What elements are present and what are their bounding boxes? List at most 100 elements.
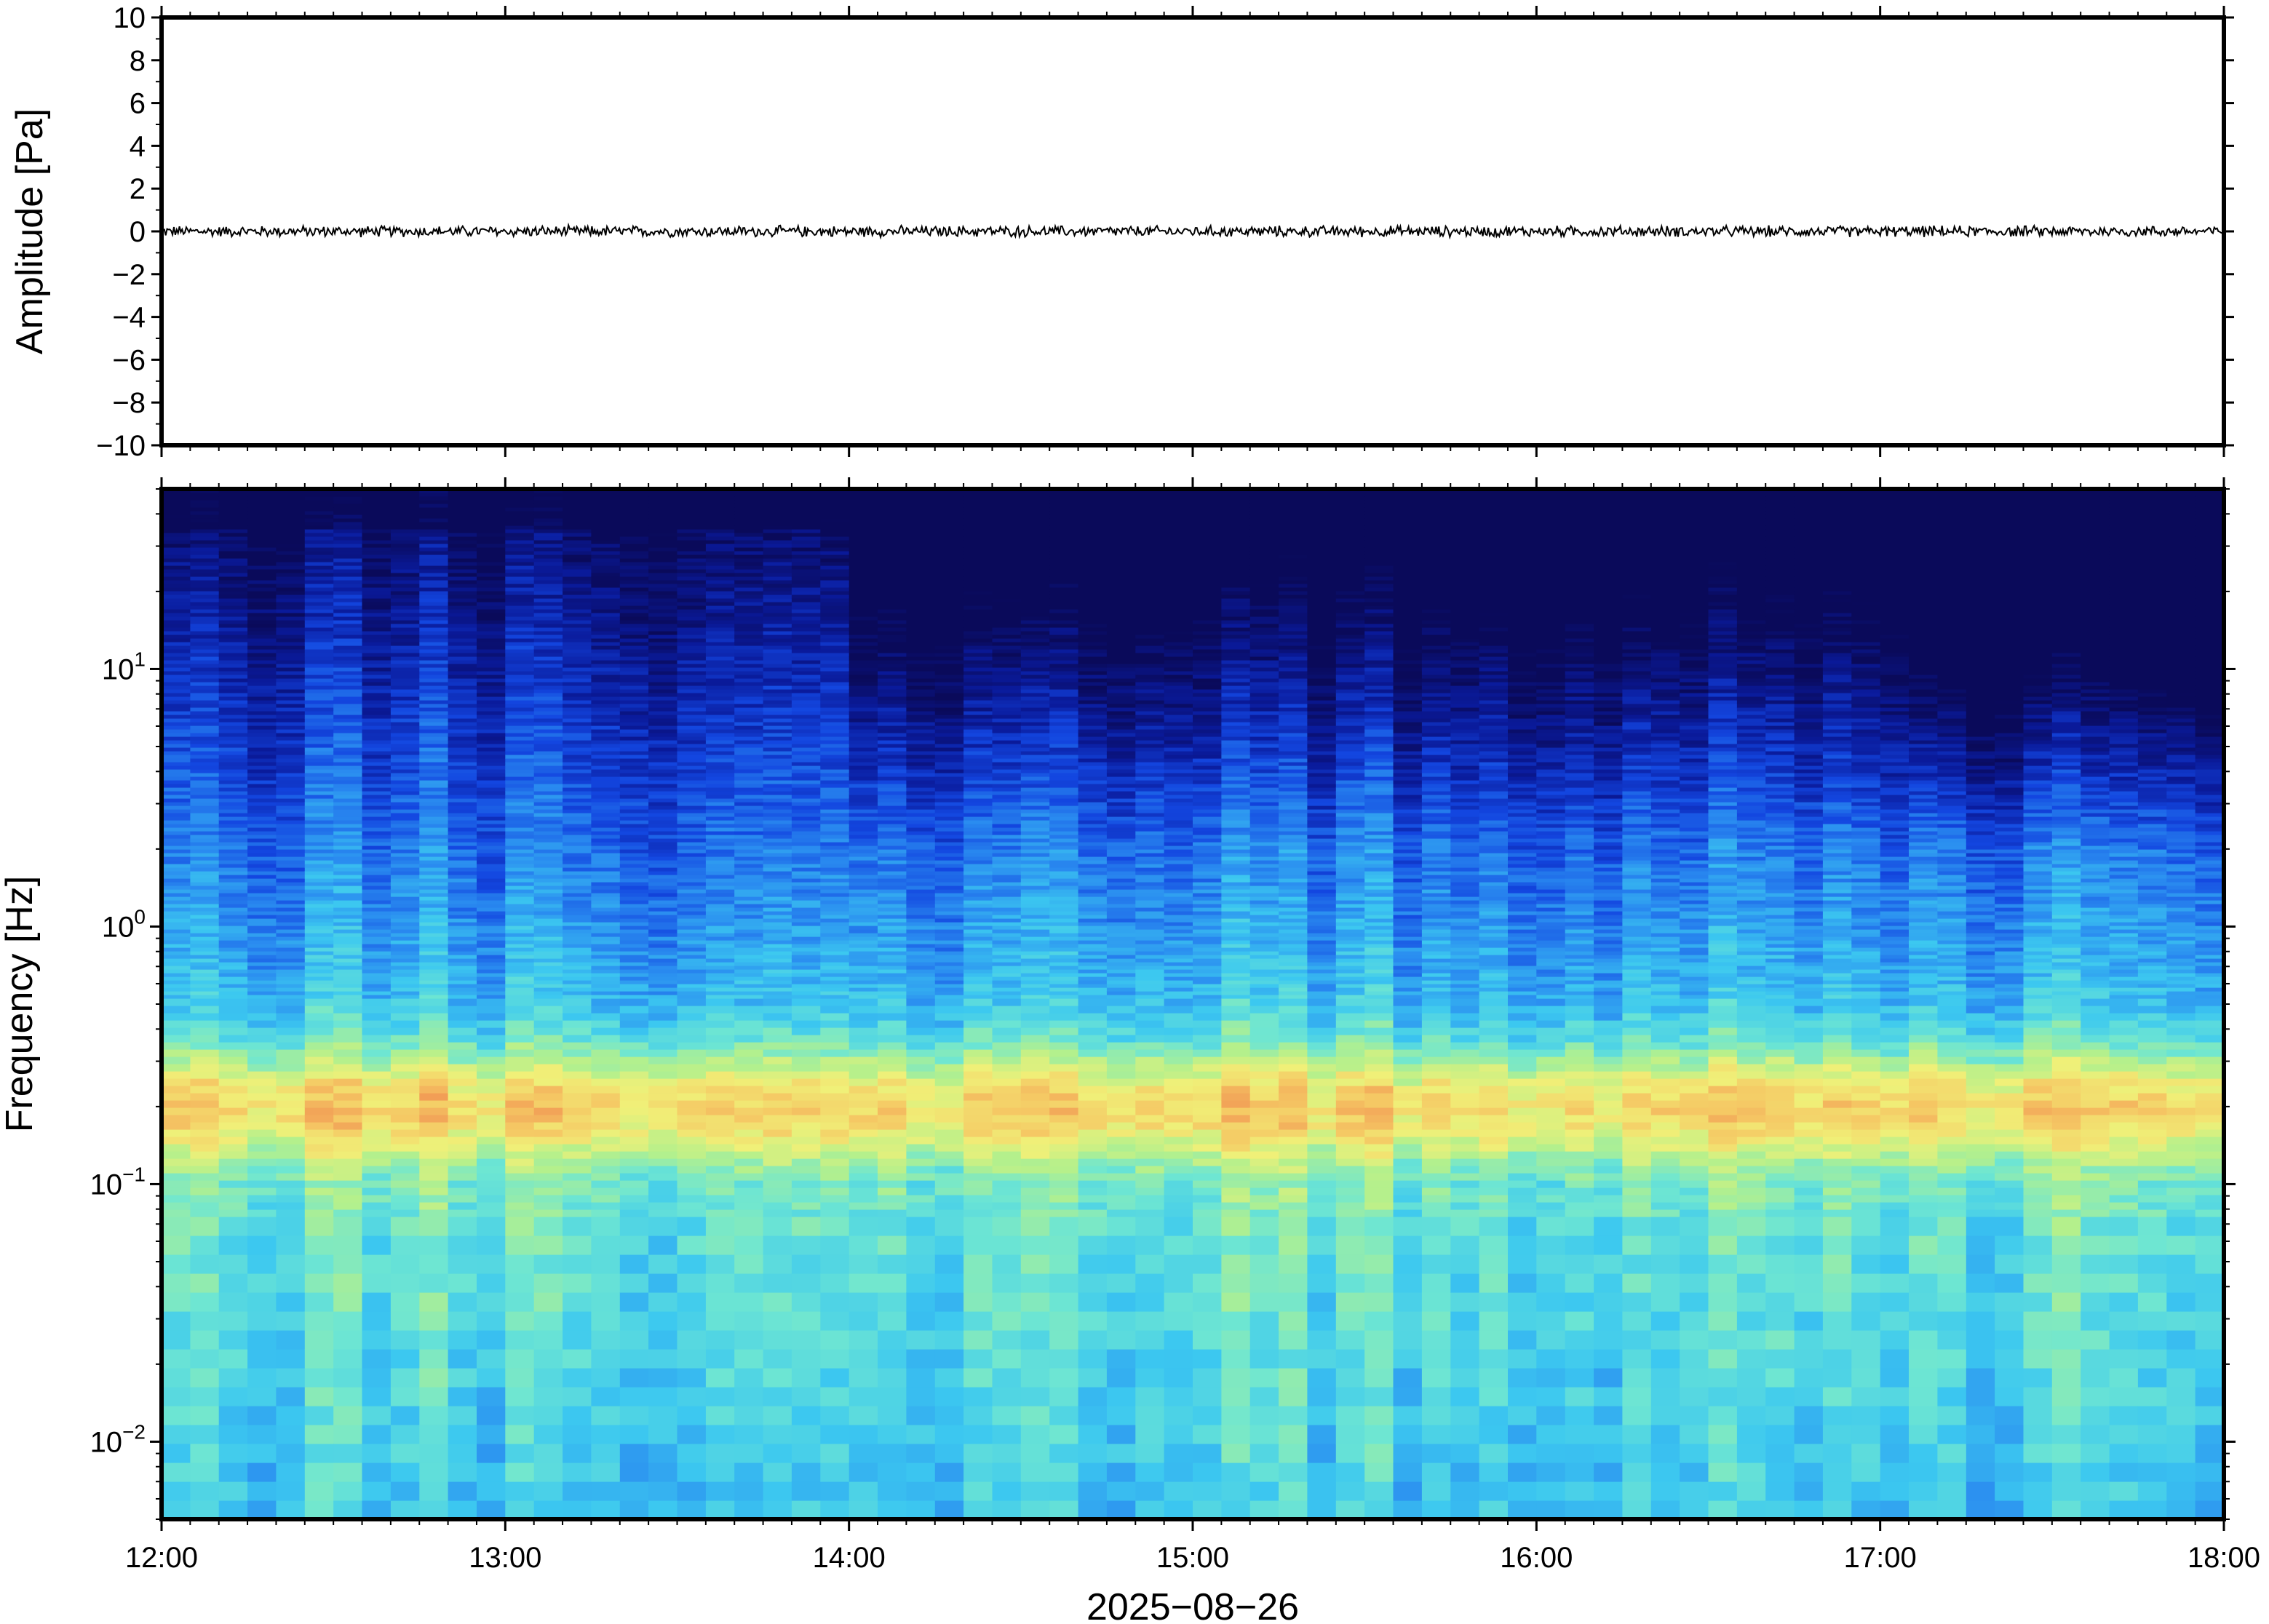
heatmap-cell [648, 700, 678, 704]
heatmap-cell [734, 951, 764, 955]
heatmap-cell [333, 1122, 363, 1130]
heatmap-cell [820, 1311, 850, 1331]
heatmap-cell [878, 642, 907, 646]
heatmap-cell [477, 554, 506, 559]
heatmap-cell [218, 813, 248, 817]
heatmap-cell [591, 660, 621, 664]
heatmap-cell [390, 984, 420, 988]
heatmap-cell [505, 573, 535, 577]
heatmap-cell [218, 1086, 248, 1094]
heatmap-cell [362, 722, 392, 726]
heatmap-cell [763, 562, 792, 566]
heatmap-cell [276, 973, 306, 977]
heatmap-cell [304, 809, 334, 813]
heatmap-cell [477, 1500, 506, 1520]
heatmap-cell [734, 962, 764, 966]
heatmap-cell [820, 554, 850, 559]
heatmap-cell [878, 722, 907, 726]
heatmap-cell [162, 576, 191, 581]
heatmap-cell [419, 795, 449, 799]
heatmap-cell [849, 864, 878, 868]
heatmap-cell [878, 634, 907, 639]
heatmap-cell [362, 649, 392, 653]
heatmap-cell [419, 987, 449, 992]
heatmap-cell [619, 631, 649, 635]
heatmap-cell [705, 682, 735, 686]
heatmap-cell [734, 736, 764, 741]
heatmap-cell [734, 605, 764, 610]
heatmap-cell [677, 536, 707, 541]
heatmap-cell [791, 838, 821, 843]
heatmap-cell [648, 747, 678, 752]
heatmap-cell [276, 1444, 306, 1463]
heatmap-cell [505, 845, 535, 850]
heatmap-cell [533, 725, 563, 730]
heatmap-cell [820, 533, 850, 537]
heatmap-cell [276, 587, 306, 592]
heatmap-cell [448, 514, 477, 519]
heatmap-cell [162, 991, 191, 995]
heatmap-cell [763, 598, 792, 602]
heatmap-cell [705, 718, 735, 723]
heatmap-cell [505, 907, 535, 912]
heatmap-cell [878, 929, 907, 934]
heatmap-cell [734, 529, 764, 533]
heatmap-cell [849, 1444, 878, 1463]
heatmap-cell [190, 558, 220, 562]
heatmap-cell [390, 1006, 420, 1014]
heatmap-cell [648, 678, 678, 682]
heatmap-cell [218, 627, 248, 632]
heatmap-cell [677, 1006, 707, 1014]
heatmap-cell [448, 1173, 477, 1181]
heatmap-cell [477, 1349, 506, 1369]
heatmap-cell [533, 1235, 563, 1255]
heatmap-cell [791, 802, 821, 806]
heatmap-cell [533, 802, 563, 806]
heatmap-cell [705, 580, 735, 584]
heatmap-cell [677, 958, 707, 963]
heatmap-cell [619, 900, 649, 904]
heatmap-cell [448, 1100, 477, 1108]
heatmap-cell [190, 966, 220, 970]
heatmap-cell [563, 849, 592, 853]
heatmap-cell [648, 565, 678, 570]
heatmap-cell [162, 755, 191, 759]
heatmap-cell [849, 511, 878, 515]
heatmap-cell [763, 1078, 792, 1086]
heatmap-cell [390, 1129, 420, 1137]
heatmap-cell [276, 922, 306, 926]
heatmap-cell [162, 915, 191, 919]
heatmap-cell [162, 776, 191, 781]
heatmap-cell [648, 962, 678, 966]
heatmap-cell [419, 507, 449, 512]
heatmap-cell [619, 678, 649, 682]
heatmap-cell [763, 900, 792, 904]
heatmap-cell [820, 631, 850, 635]
heatmap-cell [849, 503, 878, 508]
heatmap-cell [820, 1173, 850, 1181]
heatmap-cell [677, 511, 707, 515]
heatmap-cell [362, 758, 392, 763]
heatmap-cell [419, 613, 449, 617]
heatmap-cell [763, 875, 792, 879]
heatmap-cell [878, 896, 907, 901]
heatmap-cell [190, 1151, 220, 1159]
heatmap-cell [218, 529, 248, 533]
heatmap-cell [763, 704, 792, 708]
heatmap-cell [533, 976, 563, 981]
heatmap-cell [505, 602, 535, 606]
heatmap-cell [390, 820, 420, 824]
heatmap-cell [563, 642, 592, 646]
heatmap-cell [247, 711, 277, 715]
heatmap-cell [247, 805, 277, 810]
heatmap-cell [648, 711, 678, 715]
heatmap-cell [390, 685, 420, 690]
heatmap-cell [333, 758, 363, 763]
heatmap-cell [533, 696, 563, 701]
heatmap-cell [820, 900, 850, 904]
heatmap-cell [505, 780, 535, 784]
heatmap-cell [878, 936, 907, 941]
heatmap-cell [247, 758, 277, 763]
heatmap-cell [849, 1387, 878, 1406]
heatmap-cell [878, 893, 907, 897]
